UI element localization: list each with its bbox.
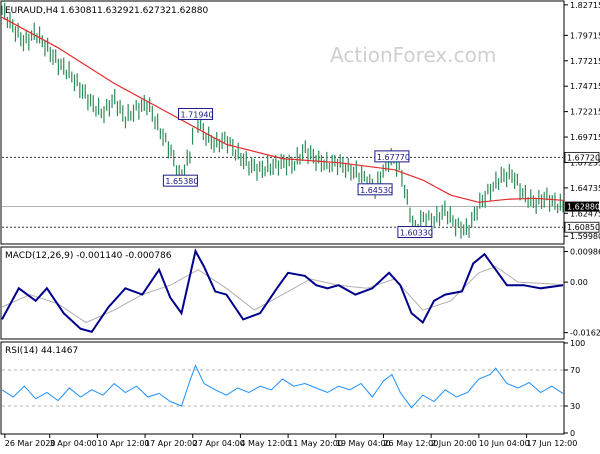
price-y-tick-label: 1.64735 <box>570 184 600 193</box>
rsi-y-tick-label: 70 <box>570 366 580 375</box>
macd-y-tick-label: 0.009865 <box>570 248 600 257</box>
price-y-tick-label: 1.79715 <box>570 31 600 40</box>
x-tick-label: 17 Apr 20:00 <box>145 439 197 448</box>
x-tick-label: 26 May 12:00 <box>383 439 438 448</box>
current-price-label: 1.62880 <box>567 203 600 212</box>
x-tick-label: 26 Mar 2020 <box>5 439 56 448</box>
price-annotation-box <box>162 174 198 187</box>
moving-average-line <box>1 16 564 203</box>
price-annotation-box <box>357 183 393 196</box>
price-y-tick-label: 1.77215 <box>570 57 600 66</box>
price-y-tick-label: 1.74715 <box>570 82 600 91</box>
macd-panel-frame <box>0 246 565 340</box>
price-panel-label: EURAUD,H4 <box>5 6 58 16</box>
rsi-panel-frame <box>0 341 565 435</box>
macd-layer: 0.009865 0.00 -0.01627 <box>1 248 600 338</box>
macd-signal-line <box>1 266 564 324</box>
level-label-box <box>564 221 600 233</box>
price-annotation: 1.65380 <box>165 177 198 186</box>
x-tick-label: 19 May 04:00 <box>336 439 391 448</box>
rsi-y-tick-label: 100 <box>570 339 585 348</box>
price-panel-frame <box>0 0 565 245</box>
ohlc-high: 1.63292 <box>97 6 134 16</box>
x-tick-label: 10 Apr 12:00 <box>97 439 149 448</box>
price-annotation-box <box>397 226 433 239</box>
macd-y-tick-label: 0.00 <box>570 278 588 287</box>
price-layer: 1.82715 1.79715 1.77215 1.74715 1.72215 1.697… <box>1 1 600 241</box>
level-label-box <box>564 151 600 163</box>
current-price-box <box>565 201 599 212</box>
price-annotation: 1.64530 <box>360 186 393 195</box>
macd-y-tick-label: -0.01627 <box>570 329 600 338</box>
price-y-tick-label: 1.59980 <box>570 232 600 241</box>
price-y-tick-label: 1.67235 <box>570 158 600 167</box>
rsi-y-tick-label: 30 <box>570 402 580 411</box>
price-y-tick-label: 1.62475 <box>570 209 600 218</box>
ohlc-close: 1.62880 <box>171 6 208 16</box>
price-annotation: 1.60330 <box>400 229 433 238</box>
x-tick-label: 4 May 12:00 <box>240 439 290 448</box>
level-label: 1.60850 <box>567 223 600 232</box>
price-annotation-box <box>178 107 214 120</box>
x-tick-label: 10 Jun 04:00 <box>479 439 530 448</box>
ohlc-open: 1.63081 <box>60 6 97 16</box>
level-label: 1.67720 <box>567 153 600 162</box>
ohlc-low: 1.62732 <box>134 6 171 16</box>
price-annotation: 1.71940 <box>181 110 214 119</box>
macd-line <box>1 248 564 333</box>
watermark: ActionForex.com <box>330 43 496 67</box>
rsi-line <box>1 364 564 409</box>
price-y-tick-label: 1.72215 <box>570 108 600 117</box>
price-annotation-box <box>374 150 410 163</box>
x-tick-label: 17 Jun 12:00 <box>527 439 578 448</box>
price-y-tick-label: 1.82715 <box>570 1 600 10</box>
x-tick-label: 27 Apr 04:00 <box>193 439 245 448</box>
rsi-y-tick-label: 0 <box>570 429 575 438</box>
price-y-tick-label: 1.69715 <box>570 133 600 142</box>
rsi-panel-label: RSI(14) 44.1467 <box>5 346 78 356</box>
price-annotation: 1.67770 <box>377 153 410 162</box>
x-tick-label: 3 Apr 04:00 <box>50 439 97 448</box>
x-tick-label: 11 May 20:00 <box>288 439 343 448</box>
macd-panel-label: MACD(12,26,9) -0.001140 -0.000786 <box>5 251 172 261</box>
x-tick-label: 2 Jun 20:00 <box>431 439 477 448</box>
rsi-layer: 100 70 30 0 <box>1 339 585 438</box>
